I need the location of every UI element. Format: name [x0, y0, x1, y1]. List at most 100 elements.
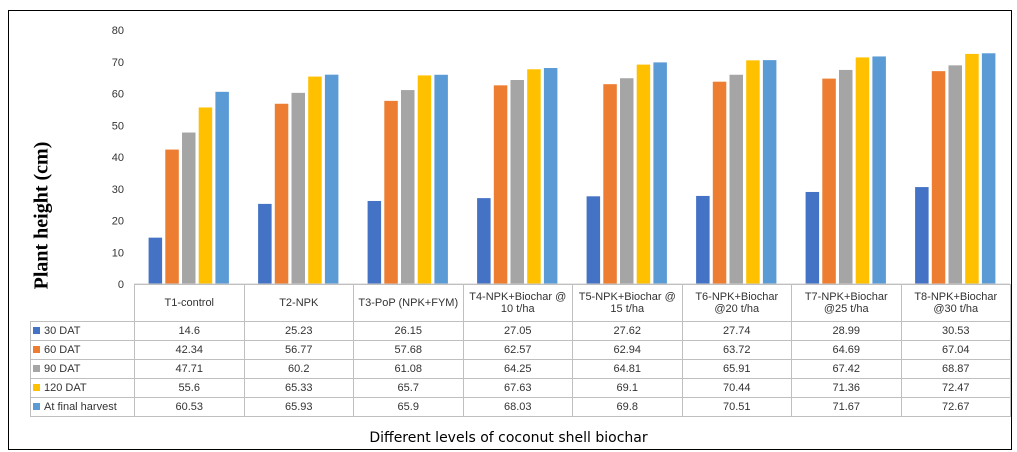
data-label: 64.25 [462, 359, 573, 379]
bar [215, 91, 229, 284]
bar [527, 69, 541, 285]
bar [493, 85, 508, 284]
data-label: 55.6 [134, 378, 245, 398]
bar [291, 92, 305, 284]
bar [417, 75, 432, 285]
bar [165, 149, 179, 284]
legend-key [33, 384, 40, 391]
data-label: 70.51 [681, 397, 792, 417]
bar [746, 60, 760, 284]
bar [872, 56, 886, 285]
bar [258, 203, 272, 284]
table-row: 30 DAT 14.6 25.23 26.15 27.05 27.62 27.74 28.99… [30, 321, 1011, 341]
data-label: 69.8 [572, 397, 683, 417]
bar [653, 62, 667, 284]
data-label: 27.62 [572, 321, 683, 341]
data-label: 57.68 [353, 340, 464, 360]
x-axis-label: Different levels of coconut shell biocha… [369, 430, 648, 446]
data-label: 70.44 [681, 378, 792, 398]
data-label: 28.99 [791, 321, 902, 341]
bar [636, 64, 651, 284]
y-tick-label: 50 [112, 120, 124, 132]
legend-entry: 120 DAT [30, 378, 135, 398]
bar [324, 74, 339, 284]
legend-key [33, 327, 40, 334]
data-label: 14.6 [134, 321, 245, 341]
data-label: 65.91 [681, 359, 792, 379]
bar [274, 103, 289, 284]
data-label: 65.93 [243, 397, 354, 417]
y-tick-label: 70 [112, 57, 124, 69]
bar [965, 53, 979, 284]
x-tick-label: T7-NPK+Biochar @25 t/ha [791, 284, 902, 322]
x-tick-label: T6-NPK+Biochar @20 t/ha [681, 284, 792, 322]
data-label: 30.53 [900, 321, 1011, 341]
bar [712, 81, 727, 284]
bar [729, 74, 743, 285]
data-label: 67.04 [900, 340, 1011, 360]
table-row: 120 DAT 55.6 65.33 65.7 67.63 69.1 70.44 71.36 7… [30, 378, 1011, 398]
bar [855, 57, 870, 285]
x-tick-label: T4-NPK+Biochar @ 10 t/ha [462, 284, 573, 322]
legend-entry: At final harvest [30, 397, 135, 417]
table-row: At final harvest 60.53 65.93 65.9 68.03 69.8 7… [30, 397, 1011, 417]
bar [762, 60, 777, 284]
bar [696, 195, 710, 284]
data-label: 68.87 [900, 359, 1011, 379]
x-tick-label: T3-PoP (NPK+FYM) [353, 284, 464, 322]
bar [510, 80, 524, 284]
legend-key [33, 403, 40, 410]
data-label: 65.9 [353, 397, 464, 417]
data-label: 65.33 [243, 378, 354, 398]
legend-entry: 90 DAT [30, 359, 135, 379]
data-label: 56.77 [243, 340, 354, 360]
data-label: 25.23 [243, 321, 354, 341]
data-label: 64.69 [791, 340, 902, 360]
bar [367, 200, 382, 284]
legend-entry: 60 DAT [30, 340, 135, 360]
y-tick-label: 40 [112, 152, 124, 164]
table-row: 90 DAT 47.71 60.2 61.08 64.25 64.81 65.91 67.42… [30, 359, 1011, 379]
bar [822, 78, 836, 284]
data-label: 67.63 [462, 378, 573, 398]
chart-frame [8, 10, 1012, 450]
legend-entry: 30 DAT [30, 321, 135, 341]
data-table: T1-control T2-NPK T3-PoP (NPK+FYM) T4-NPK+B… [30, 284, 1011, 417]
x-tick-label: T1-control [134, 284, 245, 322]
data-label: 60.53 [134, 397, 245, 417]
bar [384, 100, 398, 285]
bar [915, 187, 929, 284]
bar [434, 74, 448, 285]
legend-key [33, 365, 40, 372]
x-tick-label: T2-NPK [243, 284, 354, 322]
y-tick-label: 60 [112, 89, 124, 101]
data-label: 42.34 [134, 340, 245, 360]
data-label: 27.05 [462, 321, 573, 341]
bar [148, 237, 163, 284]
data-label: 60.2 [243, 359, 354, 379]
table-corner [30, 284, 135, 322]
data-label: 61.08 [353, 359, 464, 379]
series-name: 90 DAT [44, 363, 81, 375]
bars [148, 53, 996, 285]
bar [931, 71, 946, 285]
data-label: 71.67 [791, 397, 902, 417]
data-label: 67.42 [791, 359, 902, 379]
bar [198, 107, 213, 284]
data-label: 72.67 [900, 397, 1011, 417]
bar [308, 76, 322, 284]
data-label: 64.81 [572, 359, 683, 379]
bar [981, 53, 996, 284]
y-tick-label: 30 [112, 184, 124, 196]
data-label: 72.47 [900, 378, 1011, 398]
table-row: 60 DAT 42.34 56.77 57.68 62.57 62.94 63.72 64.6… [30, 340, 1011, 360]
data-label: 65.7 [353, 378, 464, 398]
data-label: 47.71 [134, 359, 245, 379]
bar [805, 191, 820, 284]
data-label: 68.03 [462, 397, 573, 417]
data-label: 69.1 [572, 378, 683, 398]
legend-key [33, 346, 40, 353]
series-name: 120 DAT [44, 382, 87, 394]
bar [543, 68, 558, 284]
